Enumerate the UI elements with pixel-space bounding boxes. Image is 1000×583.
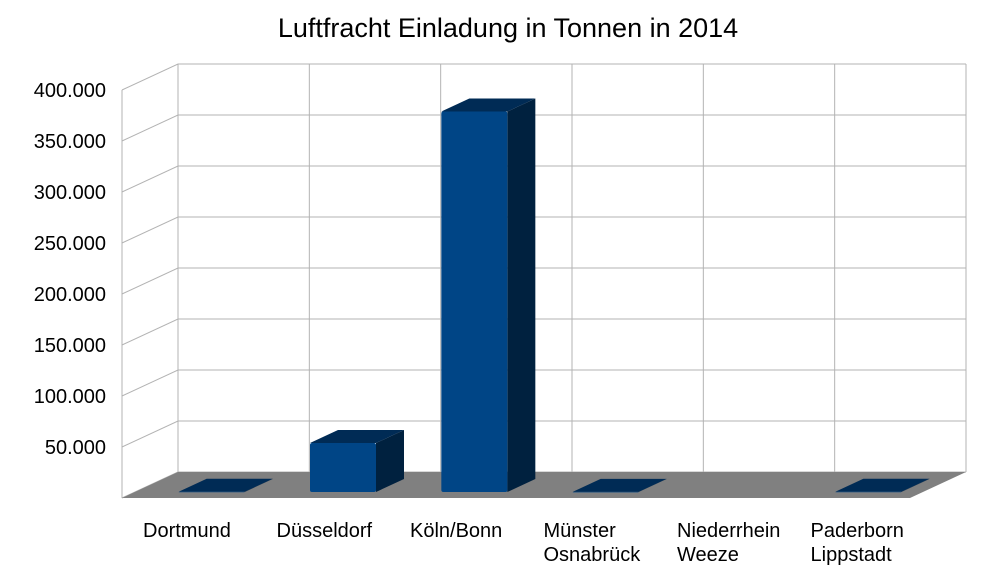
bar-top [572, 478, 667, 492]
bar-front [572, 491, 639, 493]
y-tick-label: 300.000 [34, 182, 106, 204]
grid-horizontal-line [121, 216, 966, 244]
x-category-label: Niederrhein Weeze [677, 520, 780, 566]
grid-horizontal-line [121, 420, 966, 448]
y-axis-ticks: 50.000 100.000 150.000 200.000 250.000 300.00… [34, 80, 106, 459]
bar-side [376, 430, 404, 492]
bar-side [901, 478, 930, 492]
x-category-label: Paderborn Lippstadt [811, 520, 904, 566]
grid-horizontal-line [121, 369, 966, 397]
bar [310, 430, 404, 492]
grid-horizontal-line [121, 267, 966, 295]
y-tick-label: 200.000 [34, 284, 106, 306]
bar-top [178, 478, 273, 492]
bar [835, 478, 930, 493]
bar [572, 478, 667, 493]
bar-front [178, 491, 245, 493]
bar-side [638, 478, 667, 492]
bar-top [441, 98, 536, 112]
x-category-label: Düsseldorf [277, 520, 373, 542]
grid-horizontal-line [121, 165, 966, 193]
x-category-label: Köln/Bonn [410, 520, 502, 542]
bar-top [310, 430, 404, 444]
x-axis-categories: Dortmund Düsseldorf Köln/Bonn Münster Osnabr… [143, 520, 904, 566]
bar-front [310, 443, 376, 492]
bar-side [507, 98, 536, 492]
y-tick-label: 250.000 [34, 233, 106, 255]
grid [121, 63, 967, 499]
y-tick-label: 50.000 [45, 437, 106, 459]
y-tick-label: 400.000 [34, 80, 106, 102]
bar-front [441, 111, 508, 492]
bar [178, 478, 273, 493]
bars [178, 98, 930, 493]
x-category-label: Dortmund [143, 520, 231, 542]
bar-side [244, 478, 273, 492]
grid-horizontal-line [121, 318, 966, 346]
x-category-label: Münster Osnabrück [544, 520, 642, 566]
grid-horizontal-line [121, 63, 966, 91]
grid-horizontal-line [121, 114, 966, 142]
bar-top [835, 478, 930, 492]
chart-title: Luftfracht Einladung in Tonnen in 2014 [278, 13, 738, 43]
y-tick-label: 150.000 [34, 335, 106, 357]
bar [441, 98, 536, 492]
bar-front [835, 491, 902, 493]
y-tick-label: 100.000 [34, 386, 106, 408]
y-tick-label: 350.000 [34, 131, 106, 153]
